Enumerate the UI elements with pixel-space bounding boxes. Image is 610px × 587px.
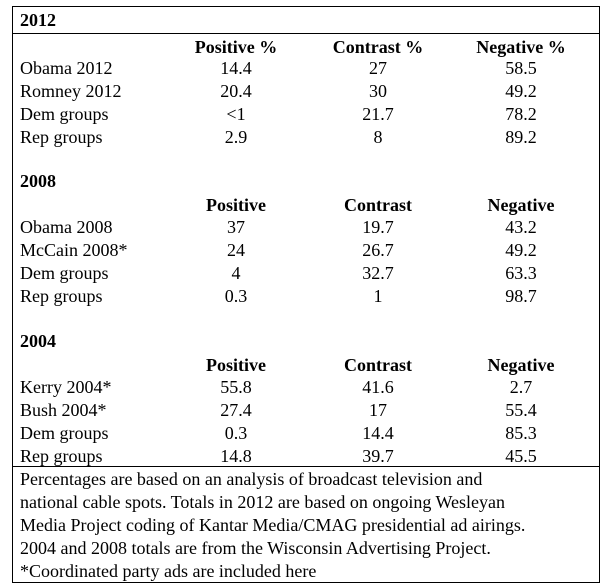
row-label: Dem groups — [20, 104, 109, 124]
contrast-value: 21.7 — [362, 104, 394, 124]
column-header-contrast: Contrast % — [332, 37, 424, 57]
table-row: Kerry 2004* 55.8 41.6 2.7 — [0, 376, 610, 398]
row-label: McCain 2008* — [20, 240, 128, 260]
contrast-value: 41.6 — [362, 377, 394, 397]
negative-value: 45.5 — [505, 446, 537, 466]
negative-value: 85.3 — [505, 423, 537, 443]
contrast-value: 39.7 — [362, 446, 394, 466]
note-line: 2004 and 2008 totals are from the Wiscon… — [20, 538, 491, 558]
positive-value: 55.8 — [220, 377, 252, 397]
note-line: Media Project coding of Kantar Media/CMA… — [20, 515, 526, 535]
column-header-positive: Positive — [206, 195, 266, 215]
note-line: *Coordinated party ads are included here — [20, 561, 317, 581]
row-label: Dem groups — [20, 263, 109, 283]
table-row: Obama 2012 14.4 27 58.5 — [0, 57, 610, 79]
table-row: Rep groups 14.8 39.7 45.5 — [0, 445, 610, 467]
positive-value: 14.4 — [220, 58, 252, 78]
section-title-2004: 2004 — [20, 331, 56, 351]
contrast-value: 26.7 — [362, 240, 394, 260]
column-header-positive: Positive — [206, 355, 266, 375]
negative-value: 55.4 — [505, 400, 537, 420]
negative-value: 49.2 — [505, 81, 537, 101]
contrast-value: 17 — [369, 400, 387, 420]
positive-value: 2.9 — [224, 127, 248, 147]
positive-value: 4 — [231, 263, 241, 283]
section-title-2012: 2012 — [20, 10, 56, 30]
positive-value: 14.8 — [220, 446, 252, 466]
column-header-negative: Negative % — [476, 37, 566, 57]
row-label: Romney 2012 — [20, 81, 122, 101]
positive-value: 24 — [227, 240, 245, 260]
table-row: McCain 2008* 24 26.7 49.2 — [0, 239, 610, 261]
table-row: Dem groups <1 21.7 78.2 — [0, 103, 610, 125]
negative-value: 58.5 — [505, 58, 537, 78]
column-header-contrast: Contrast — [344, 195, 412, 215]
table-row: Romney 2012 20.4 30 49.2 — [0, 80, 610, 102]
contrast-value: 30 — [369, 81, 387, 101]
contrast-value: 14.4 — [362, 423, 394, 443]
negative-value: 89.2 — [505, 127, 537, 147]
row-label: Kerry 2004* — [20, 377, 112, 397]
contrast-value: 19.7 — [362, 217, 394, 237]
note-line: Percentages are based on an analysis of … — [20, 469, 483, 489]
positive-value: <1 — [226, 104, 246, 124]
contrast-value: 8 — [373, 127, 383, 147]
column-header-negative: Negative — [487, 195, 555, 215]
column-header-contrast: Contrast — [344, 355, 412, 375]
negative-value: 63.3 — [505, 263, 537, 283]
row-label: Obama 2008 — [20, 217, 113, 237]
row-label: Obama 2012 — [20, 58, 113, 78]
row-label: Rep groups — [20, 127, 103, 147]
table-row: Dem groups 4 32.7 63.3 — [0, 262, 610, 284]
section-title-2008: 2008 — [20, 171, 56, 191]
positive-value: 0.3 — [224, 286, 248, 306]
contrast-value: 1 — [373, 286, 383, 306]
column-header-negative: Negative — [487, 355, 555, 375]
divider-notes — [12, 466, 600, 467]
negative-value: 78.2 — [505, 104, 537, 124]
row-label: Rep groups — [20, 286, 103, 306]
positive-value: 27.4 — [220, 400, 252, 420]
positive-value: 20.4 — [220, 81, 252, 101]
column-header-positive: Positive % — [194, 37, 278, 57]
negative-value: 98.7 — [505, 286, 537, 306]
row-label: Rep groups — [20, 446, 103, 466]
negative-value: 49.2 — [505, 240, 537, 260]
table-frame — [12, 6, 600, 583]
row-label: Bush 2004* — [20, 400, 107, 420]
divider-2012 — [12, 33, 600, 34]
table-row: Dem groups 0.3 14.4 85.3 — [0, 422, 610, 444]
contrast-value: 27 — [369, 58, 387, 78]
negative-value: 2.7 — [509, 377, 533, 397]
contrast-value: 32.7 — [362, 263, 394, 283]
table-row: Bush 2004* 27.4 17 55.4 — [0, 399, 610, 421]
note-line: national cable spots. Totals in 2012 are… — [20, 492, 506, 512]
negative-value: 43.2 — [505, 217, 537, 237]
table-row: Rep groups 2.9 8 89.2 — [0, 126, 610, 148]
row-label: Dem groups — [20, 423, 109, 443]
table-row: Rep groups 0.3 1 98.7 — [0, 285, 610, 307]
positive-value: 37 — [227, 217, 245, 237]
table-row: Obama 2008 37 19.7 43.2 — [0, 216, 610, 238]
table-notes: Percentages are based on an analysis of … — [20, 468, 598, 583]
positive-value: 0.3 — [224, 423, 248, 443]
